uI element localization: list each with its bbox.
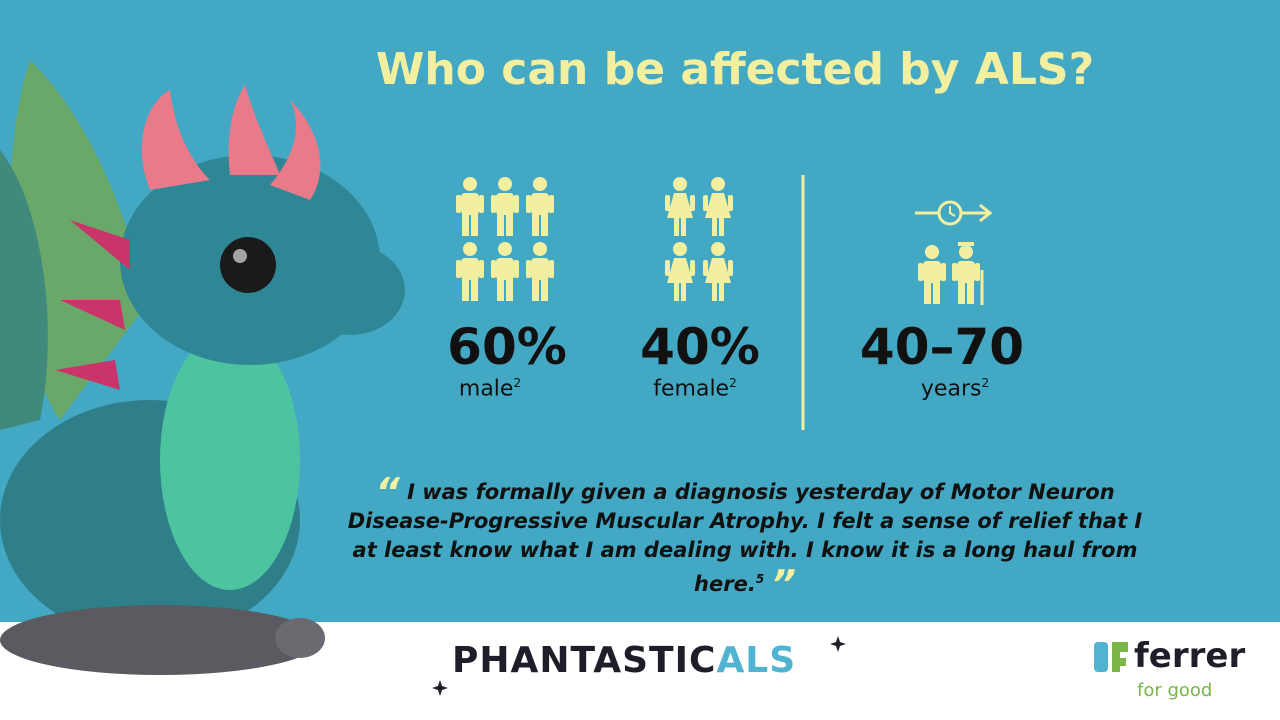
footnote: 2 [513,376,522,390]
footnote: 2 [981,376,990,390]
logo-text: ferrer [1134,636,1246,676]
stat-label-text: male [458,376,514,402]
quote-mark: “ [375,470,400,514]
stat-label: years2 [845,376,1065,401]
quote-text: I was formally given a diagnosis yesterd… [347,480,1143,596]
ferrer-icon [1094,642,1128,672]
stat-label: male2 [380,376,600,401]
quote: “ I was formally given a diagnosis yeste… [345,473,1145,603]
stat-value: 60% [447,318,567,376]
male-icons [456,177,554,301]
tagline: for good [1137,680,1213,701]
stat-value: 40% [640,318,760,376]
quote-mark: ” [771,562,796,606]
stat-label: female2 [585,376,805,401]
stat-label-text: female [653,376,730,402]
brand-text: PHANTASTIC [452,640,717,681]
footnote: 5 [755,572,765,586]
stat-value: 40–70 [859,318,1025,376]
footnote: 2 [729,376,737,390]
stat-label-text: years [920,376,982,402]
brand-accent: ALS [716,640,797,681]
age-icon [915,200,993,305]
brand: PHANTASTICALS [452,640,796,681]
female-icons [665,177,733,301]
dragon-illustration [0,60,405,675]
title: Who can be affected by ALS? [375,44,1095,95]
